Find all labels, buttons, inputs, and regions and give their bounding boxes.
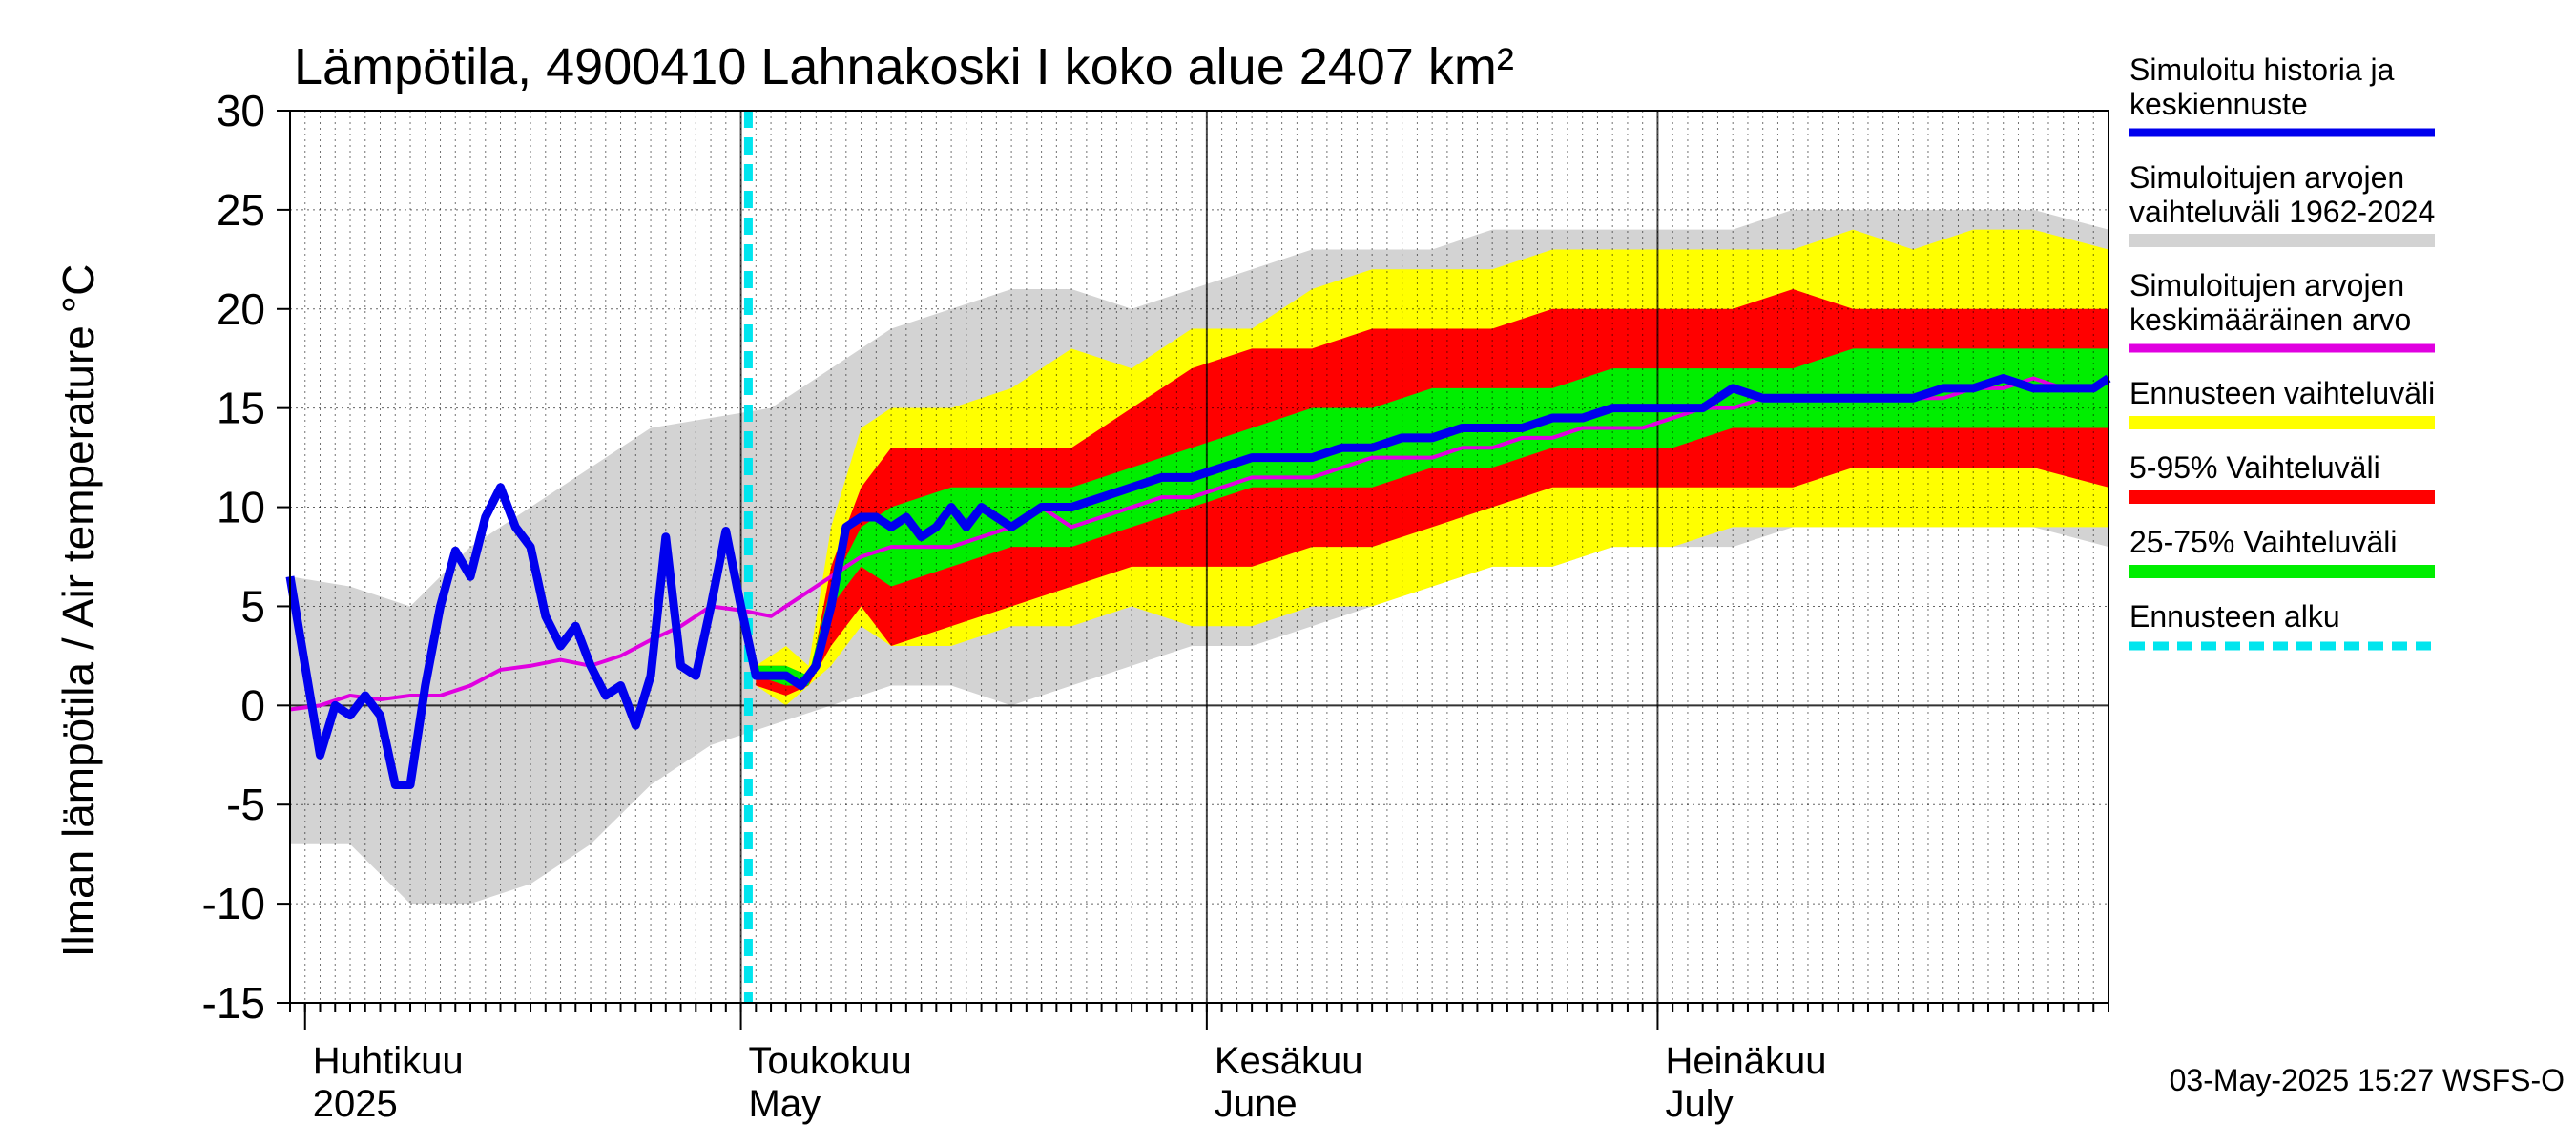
- legend-label: Simuloitu historia ja: [2129, 52, 2395, 87]
- legend-label-2: vaihteluväli 1962-2024: [2129, 195, 2435, 229]
- x-month-label-en: July: [1665, 1083, 1733, 1125]
- x-month-label-fi: Huhtikuu: [313, 1040, 464, 1082]
- series-line-1: [285, 374, 2111, 789]
- legend-swatch-3: [2129, 416, 2435, 429]
- y-tick-label: 5: [240, 581, 265, 631]
- legend-label: 5-95% Vaihteluväli: [2129, 450, 2380, 485]
- legend-swatch-2: [2129, 344, 2435, 353]
- y-tick-label: -10: [202, 879, 265, 928]
- legend-label: Ennusteen vaihteluväli: [2129, 376, 2435, 410]
- y-tick-label: 10: [217, 483, 265, 532]
- line-layer: [285, 111, 2111, 1003]
- x-month-label-en: May: [749, 1083, 821, 1125]
- legend-label: Simuloitujen arvojen: [2129, 160, 2404, 195]
- x-month-label-fi: Toukokuu: [749, 1040, 912, 1082]
- legend-label: Simuloitujen arvojen: [2129, 268, 2404, 302]
- chart-title: Lämpötila, 4900410 Lahnakoski I koko alu…: [294, 38, 1514, 95]
- y-tick-label: 20: [217, 284, 265, 334]
- legend-swatch-4: [2129, 490, 2435, 504]
- y-axis-label: Ilman lämpötila / Air temperature °C: [53, 264, 103, 958]
- band-layer: [290, 209, 2109, 905]
- x-month-label-fi: Kesäkuu: [1215, 1040, 1363, 1082]
- legend-swatch-5: [2129, 565, 2435, 578]
- y-tick-label: 15: [217, 384, 265, 433]
- legend-swatch-1: [2129, 234, 2435, 247]
- x-month-label-en: 2025: [313, 1083, 398, 1125]
- y-axis: 30 25 20 15 10 5 0 -5 -10 -15: [202, 86, 290, 1028]
- x-month-label-fi: Heinäkuu: [1665, 1040, 1826, 1082]
- legend-label-2: keskiennuste: [2129, 87, 2308, 121]
- timestamp: 03-May-2025 15:27 WSFS-O: [2170, 1063, 2565, 1097]
- y-tick-label: 30: [217, 86, 265, 135]
- y-tick-label: 25: [217, 185, 265, 235]
- x-month-label-en: June: [1215, 1083, 1298, 1125]
- y-tick-label: 0: [240, 680, 265, 730]
- legend-label-2: keskimääräinen arvo: [2129, 302, 2411, 337]
- y-tick-label: -5: [226, 780, 265, 829]
- plot-frame: [289, 110, 2109, 1004]
- legend-label: 25-75% Vaihteluväli: [2129, 525, 2397, 559]
- legend-swatch-0: [2129, 128, 2435, 137]
- legend-label: Ennusteen alku: [2129, 599, 2340, 634]
- grid-layer: [290, 111, 2109, 1003]
- y-tick-label: -15: [202, 978, 265, 1028]
